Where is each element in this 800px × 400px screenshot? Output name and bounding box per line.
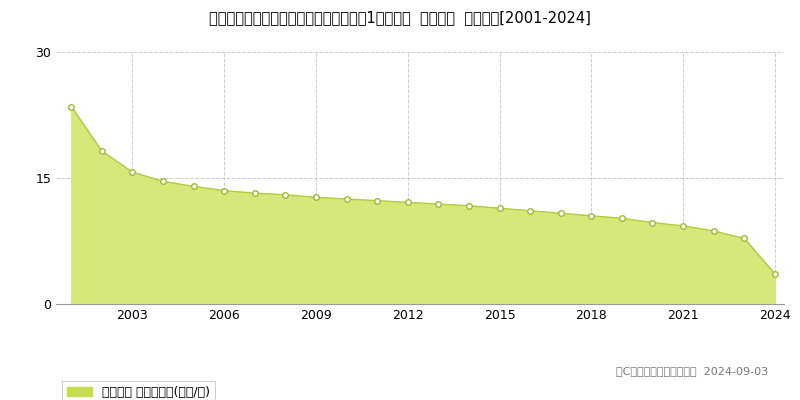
Text: 愛知県知多郡南知多町大字山海字荒布赂1２０番２  地価公示  地価推移[2001-2024]: 愛知県知多郡南知多町大字山海字荒布赂1２０番２ 地価公示 地価推移[2001-2… <box>209 10 591 25</box>
Text: （C）土地価格ドットコム  2024-09-03: （C）土地価格ドットコム 2024-09-03 <box>616 366 768 376</box>
Legend: 地価公示 平均坤単価(万円/坤): 地価公示 平均坤単価(万円/坤) <box>62 380 215 400</box>
